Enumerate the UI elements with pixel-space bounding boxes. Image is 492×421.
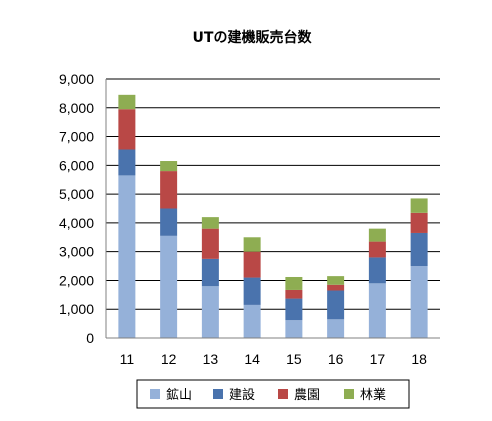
gridlines: [106, 78, 440, 310]
y-tick-label: 3,000: [59, 244, 94, 260]
x-tick-label: 16: [328, 351, 344, 367]
x-tick-label: 13: [203, 351, 219, 367]
bar-segment: [118, 149, 136, 176]
y-tick-label: 9,000: [59, 71, 94, 87]
legend-label: 農園: [294, 388, 320, 403]
legend-swatch: [213, 389, 223, 399]
bar-segment: [410, 266, 428, 338]
bar-segment: [327, 284, 345, 291]
legend-label: 建設: [229, 387, 255, 403]
bar-segment: [368, 283, 386, 338]
bar-segment: [201, 217, 219, 229]
y-tick-label: 0: [86, 330, 94, 346]
x-tick-label: 11: [120, 351, 135, 367]
legend-swatch: [278, 389, 288, 399]
bar-segment: [160, 235, 178, 338]
bar-segment: [368, 257, 386, 284]
y-tick-label: 6,000: [59, 157, 94, 173]
bar-segment: [368, 228, 386, 242]
bar-segment: [368, 241, 386, 258]
legend: 鉱山 建設 農園 林業: [136, 379, 410, 409]
bar-segment: [410, 198, 428, 213]
y-tick-label: 4,000: [59, 215, 94, 231]
legend-box: [136, 379, 410, 409]
bar-segment: [160, 208, 178, 236]
bar-segment: [160, 171, 178, 209]
legend-label: 林業: [360, 387, 386, 403]
bar-segment: [285, 289, 303, 299]
x-tick-label: 18: [411, 351, 427, 367]
bar-segment: [118, 94, 136, 110]
bar-segment: [201, 258, 219, 287]
bar-segment: [118, 109, 136, 150]
y-tick-label: 2,000: [59, 272, 94, 288]
bar-segment: [243, 251, 261, 278]
bar-segment: [327, 276, 345, 285]
y-tick-label: 1,000: [59, 301, 94, 317]
axes: 0 1,000 2,000 3,000 4,000 5,000 6,000 7,000 8,00…: [59, 71, 440, 367]
bar-segment: [201, 286, 219, 338]
x-tick-label: 15: [286, 351, 302, 367]
bar-segment: [201, 228, 219, 259]
bar-segment: [285, 320, 303, 338]
bars: [118, 94, 428, 338]
x-tick-label: 17: [370, 351, 386, 367]
bar-segment: [327, 290, 345, 320]
bar-segment: [243, 304, 261, 338]
bar-segment: [285, 276, 303, 290]
x-tick-label: 12: [161, 351, 177, 367]
legend-label: 鉱山: [166, 387, 192, 403]
y-tick-label: 7,000: [59, 129, 94, 145]
bar-segment: [160, 161, 178, 172]
bar-segment: [410, 212, 428, 233]
bar-segment: [243, 277, 261, 305]
legend-swatch: [344, 389, 354, 399]
legend-swatch: [150, 389, 160, 399]
x-tick-label: 14: [244, 351, 260, 367]
bar-segment: [327, 319, 345, 338]
bar-segment: [285, 298, 303, 321]
y-tick-label: 8,000: [59, 100, 94, 116]
bar-segment: [118, 175, 136, 338]
y-tick-label: 5,000: [59, 186, 94, 202]
bar-segment: [410, 232, 428, 267]
chart-title: UTの建機販売台数: [193, 29, 313, 46]
bar-segment: [243, 237, 261, 252]
